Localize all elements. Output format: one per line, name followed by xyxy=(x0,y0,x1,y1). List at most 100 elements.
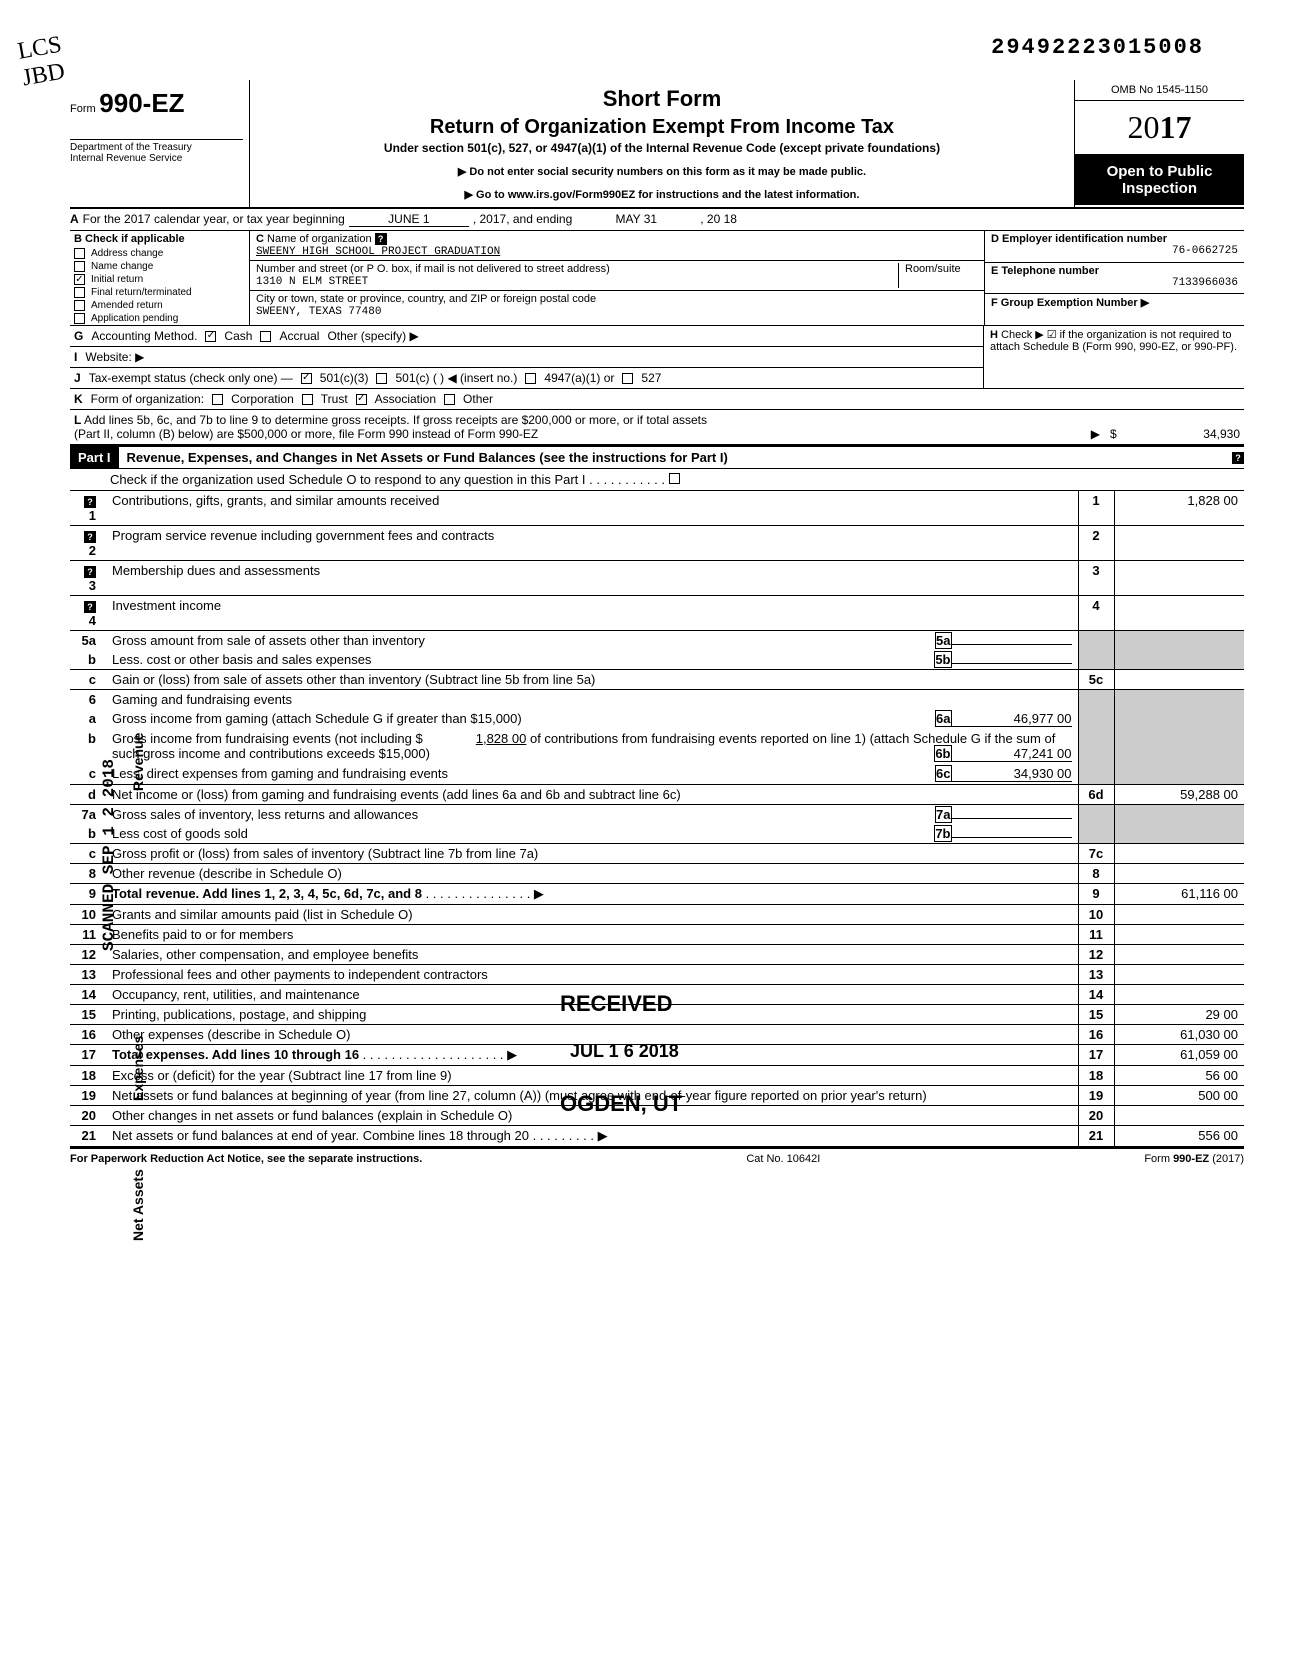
room-label: Room/suite xyxy=(905,263,961,275)
header-right: OMB No 1545-1150 20201717 Open to Public… xyxy=(1074,80,1244,207)
footer-right: Form 990-EZ (2017) xyxy=(1144,1153,1244,1165)
section-b-label: B xyxy=(74,233,82,245)
tax-year-begin: JUNE 1 xyxy=(349,212,469,227)
line-17: 17Total expenses. Add lines 10 through 1… xyxy=(70,1045,1244,1066)
phone-label: E Telephone number xyxy=(991,265,1238,277)
name-label: Name of organization xyxy=(267,233,372,245)
ein-label: D Employer identification number xyxy=(991,233,1238,245)
open-to-public: Open to Public Inspection xyxy=(1075,155,1244,205)
line-9: 9Total revenue. Add lines 1, 2, 3, 4, 5c… xyxy=(70,884,1244,905)
check-527[interactable] xyxy=(622,373,633,384)
tax-year-end-year: , 20 18 xyxy=(700,212,737,227)
line-a-label: A xyxy=(70,212,79,227)
line-8: 8Other revenue (describe in Schedule O)8 xyxy=(70,864,1244,884)
line-j: J Tax-exempt status (check only one) — ✓… xyxy=(70,368,983,388)
line-5b: bLess. cost or other basis and sales exp… xyxy=(70,650,1244,670)
line-6b: bGross income from fundraising events (n… xyxy=(70,729,1244,764)
help-icon[interactable]: ? xyxy=(1232,452,1244,464)
line-i: I Website: ▶ xyxy=(70,347,983,368)
section-b-header: Check if applicable xyxy=(85,233,185,245)
part-1-check: Check if the organization used Schedule … xyxy=(70,469,1244,491)
line-h: H Check ▶ ☑ if the organization is not r… xyxy=(984,326,1244,388)
check-assoc[interactable]: ✓ xyxy=(356,394,367,405)
check-501c3[interactable]: ✓ xyxy=(301,373,312,384)
line-3: ? 3Membership dues and assessments3 xyxy=(70,561,1244,596)
line-1: ? 1Contributions, gifts, grants, and sim… xyxy=(70,491,1244,526)
line-18: 18Excess or (deficit) for the year (Subt… xyxy=(70,1066,1244,1086)
line-6c: cLess. direct expenses from gaming and f… xyxy=(70,764,1244,785)
header-left: Form 990-EZ Department of the TreasuryIn… xyxy=(70,80,250,207)
org-address: 1310 N ELM STREET xyxy=(256,276,368,288)
form-title: Return of Organization Exempt From Incom… xyxy=(260,116,1064,139)
ein-value: 76-0662725 xyxy=(991,245,1238,257)
check-initial-return[interactable]: ✓Initial return xyxy=(70,273,249,286)
phone-value: 7133966036 xyxy=(991,277,1238,289)
line-19: 19Net assets or fund balances at beginni… xyxy=(70,1086,1244,1106)
part-1-label: Part I xyxy=(70,447,119,468)
line-g: G Accounting Method. ✓Cash Accrual Other… xyxy=(70,326,983,347)
check-corp[interactable] xyxy=(212,394,223,405)
section-c-label: C xyxy=(256,233,264,245)
check-final-return[interactable]: Final return/terminated xyxy=(70,286,249,299)
line-7a: 7aGross sales of inventory, less returns… xyxy=(70,805,1244,825)
section-e: E Telephone number 7133966036 xyxy=(985,263,1244,295)
department: Department of the TreasuryInternal Reven… xyxy=(70,139,243,164)
handwritten-note: LCSJBD xyxy=(16,32,69,93)
section-d: D Employer identification number 76-0662… xyxy=(985,231,1244,263)
netassets-label: Net Assets xyxy=(130,1169,146,1241)
instruction-2: ▶ Go to www.irs.gov/Form990EZ for instru… xyxy=(260,188,1064,201)
check-accrual[interactable] xyxy=(260,331,271,342)
check-cash[interactable]: ✓ xyxy=(205,331,216,342)
line-21: 21Net assets or fund balances at end of … xyxy=(70,1126,1244,1147)
line-14: 14Occupancy, rent, utilities, and mainte… xyxy=(70,985,1244,1005)
line-16: 16Other expenses (describe in Schedule O… xyxy=(70,1025,1244,1045)
line-10: 10Grants and similar amounts paid (list … xyxy=(70,905,1244,925)
form-prefix: Form xyxy=(70,103,96,115)
short-form-label: Short Form xyxy=(260,86,1064,112)
part-1-table: ? 1Contributions, gifts, grants, and sim… xyxy=(70,491,1244,1147)
form-subtitle: Under section 501(c), 527, or 4947(a)(1)… xyxy=(260,141,1064,155)
footer-left: For Paperwork Reduction Act Notice, see … xyxy=(70,1153,422,1165)
group-exemption-label: F Group Exemption Number ▶ xyxy=(991,296,1238,309)
part-1-header: Part I Revenue, Expenses, and Changes in… xyxy=(70,445,1244,469)
line-15: 15Printing, publications, postage, and s… xyxy=(70,1005,1244,1025)
section-c: C Name of organization ? SWEENY HIGH SCH… xyxy=(250,231,984,325)
check-other-org[interactable] xyxy=(444,394,455,405)
check-4947[interactable] xyxy=(525,373,536,384)
line-5a: 5aGross amount from sale of assets other… xyxy=(70,631,1244,651)
help-icon[interactable]: ? xyxy=(375,233,387,245)
form-number: 990-EZ xyxy=(99,88,184,118)
line-11: 11Benefits paid to or for members11 xyxy=(70,925,1244,945)
line-6a: aGross income from gaming (attach Schedu… xyxy=(70,709,1244,729)
check-name-change[interactable]: Name change xyxy=(70,260,249,273)
instruction-1: ▶ Do not enter social security numbers o… xyxy=(260,165,1064,178)
section-b: B Check if applicable Address change Nam… xyxy=(70,231,250,325)
check-schedule-o[interactable] xyxy=(669,473,680,484)
check-pending[interactable]: Application pending xyxy=(70,312,249,325)
line-a-mid: , 2017, and ending xyxy=(473,212,572,227)
footer-center: Cat No. 10642I xyxy=(746,1153,820,1165)
line-a-text: For the 2017 calendar year, or tax year … xyxy=(83,212,345,227)
line-4: ? 4Investment income4 xyxy=(70,596,1244,631)
check-501c[interactable] xyxy=(376,373,387,384)
gross-receipts: 34,930 xyxy=(1120,427,1240,441)
line-13: 13Professional fees and other payments t… xyxy=(70,965,1244,985)
check-address-change[interactable]: Address change xyxy=(70,247,249,260)
header-center: Short Form Return of Organization Exempt… xyxy=(250,80,1074,207)
org-name: SWEENY HIGH SCHOOL PROJECT GRADUATION xyxy=(256,246,500,258)
line-7b: bLess cost of goods sold 7b xyxy=(70,824,1244,844)
line-l: L Add lines 5b, 6c, and 7b to line 9 to … xyxy=(70,410,1244,445)
check-amended[interactable]: Amended return xyxy=(70,299,249,312)
line-k: K Form of organization: Corporation Trus… xyxy=(70,389,1244,410)
dln-number: 29492223015008 xyxy=(991,35,1204,60)
entity-block: B Check if applicable Address change Nam… xyxy=(70,231,1244,326)
check-trust[interactable] xyxy=(302,394,313,405)
form-header: Form 990-EZ Department of the TreasuryIn… xyxy=(70,80,1244,209)
city-label: City or town, state or province, country… xyxy=(256,293,596,305)
line-6: 6Gaming and fundraising events xyxy=(70,690,1244,710)
omb-number: OMB No 1545-1150 xyxy=(1075,80,1244,101)
line-2: ? 2Program service revenue including gov… xyxy=(70,526,1244,561)
tax-year-end-month: MAY 31 xyxy=(576,212,696,227)
line-7c: cGross profit or (loss) from sales of in… xyxy=(70,844,1244,864)
line-a: A For the 2017 calendar year, or tax yea… xyxy=(70,209,1244,231)
